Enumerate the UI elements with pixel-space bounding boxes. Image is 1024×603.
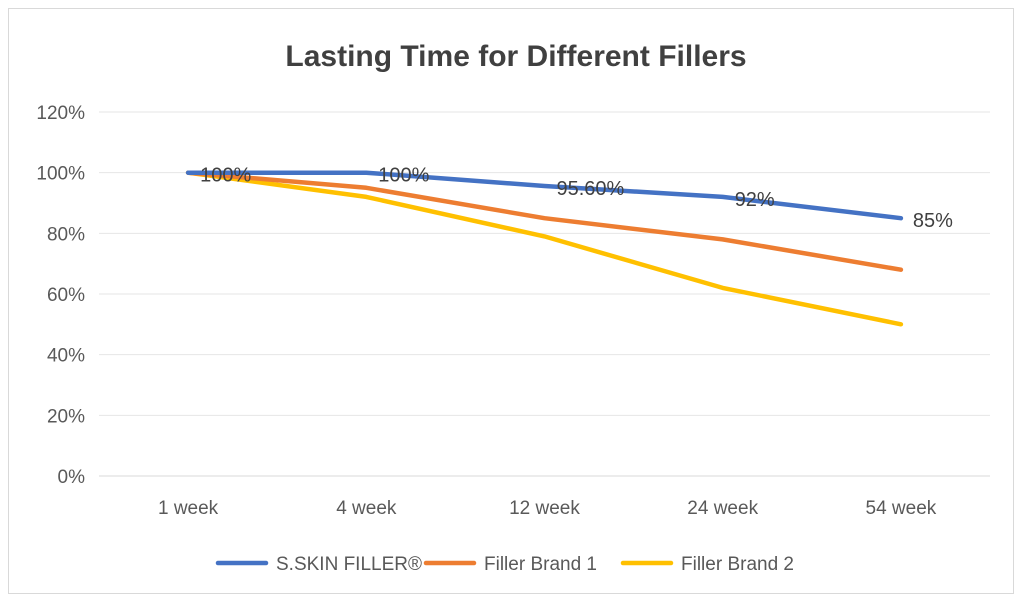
- series-line: [185, 170, 904, 327]
- data-label: 100%: [200, 165, 251, 187]
- x-tick-label: 1 week: [158, 498, 219, 519]
- x-axis-ticks: 1 week 4 week 12 week 24 week 54 week: [158, 498, 937, 519]
- y-tick-label: 60%: [47, 285, 85, 306]
- legend-label: Filler Brand 1: [484, 554, 597, 575]
- data-label: 92%: [735, 189, 775, 211]
- chart-frame: [8, 8, 1014, 594]
- x-tick-label: 24 week: [687, 498, 758, 519]
- legend-label: Filler Brand 2: [681, 554, 794, 575]
- data-label: 100%: [378, 165, 429, 187]
- series-lines: [185, 170, 904, 327]
- x-tick-label: 54 week: [866, 498, 937, 519]
- series-line: [185, 170, 904, 221]
- legend: S.SKIN FILLER® Filler Brand 1 Filler Brand…: [215, 554, 794, 575]
- y-tick-label: 120%: [36, 103, 85, 124]
- gridlines: [99, 111, 990, 477]
- y-axis-ticks: 0% 20% 40% 60% 80% 100% 120%: [36, 103, 85, 488]
- chart-title: Lasting Time for Different Fillers: [285, 40, 746, 73]
- y-tick-label: 100%: [36, 164, 85, 185]
- data-labels: 100% 100% 95.60% 92% 85%: [200, 165, 953, 233]
- x-tick-label: 12 week: [509, 498, 580, 519]
- y-tick-label: 80%: [47, 224, 85, 245]
- data-label: 95.60%: [557, 178, 625, 200]
- x-tick-label: 4 week: [336, 498, 397, 519]
- y-tick-label: 40%: [47, 346, 85, 367]
- y-tick-label: 20%: [47, 406, 85, 427]
- y-tick-label: 0%: [58, 467, 86, 488]
- series-line: [185, 170, 904, 272]
- data-label: 85%: [913, 210, 953, 232]
- legend-label: S.SKIN FILLER®: [276, 554, 422, 575]
